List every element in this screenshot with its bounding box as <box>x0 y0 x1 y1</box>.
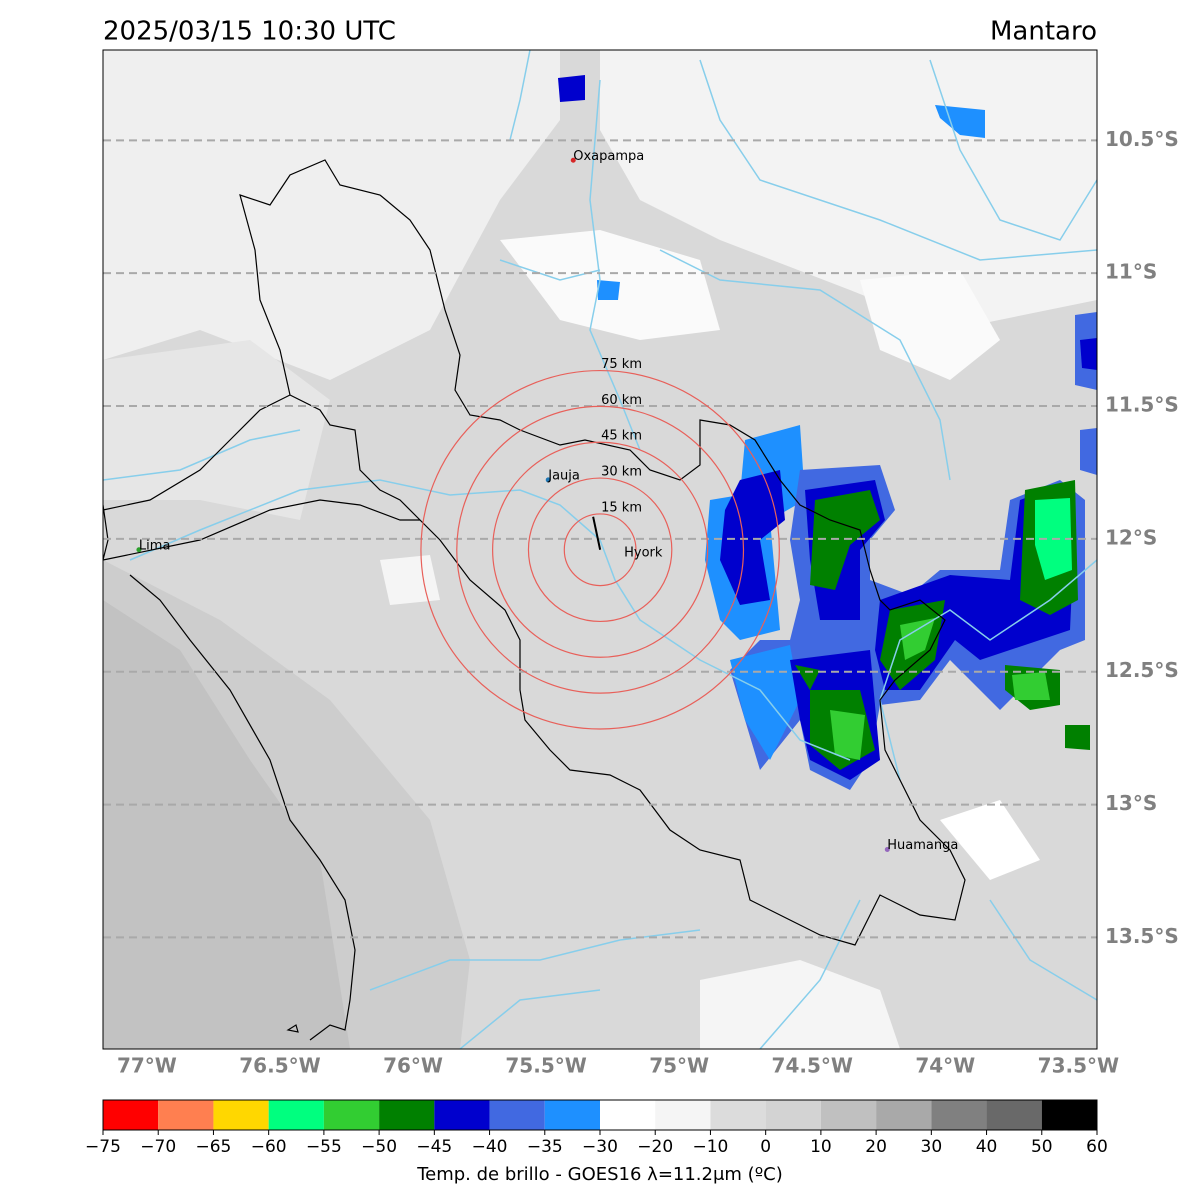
colorbar-tick-label: −35 <box>527 1137 563 1157</box>
lon-tick-label: 75.5°W <box>505 1054 586 1078</box>
lon-tick-label: 76.5°W <box>239 1054 320 1078</box>
lat-tick-label: 13°S <box>1105 791 1157 815</box>
colorbar-bin <box>544 1100 600 1130</box>
place-marker <box>570 157 576 163</box>
lat-tick-label: 12.5°S <box>1105 658 1179 682</box>
station-marker <box>592 516 602 550</box>
colorbar-tick-label: 30 <box>921 1137 943 1157</box>
place-marker <box>545 477 551 483</box>
colorbar-bin <box>876 1100 932 1130</box>
colorbar-tick-label: −60 <box>251 1137 287 1157</box>
colorbar-tick-label: 50 <box>1031 1137 1053 1157</box>
colorbar-label: Temp. de brillo - GOES16 λ=11.2μm (ºC) <box>416 1164 783 1185</box>
range-ring-label: 30 km <box>601 465 642 480</box>
range-ring <box>527 477 673 623</box>
place-label: Jauja <box>547 468 580 483</box>
colorbar-bin <box>600 1100 656 1130</box>
lat-tick-label: 12°S <box>1105 525 1157 549</box>
colorbar-bin <box>765 1100 821 1130</box>
colorbar-tick-label: −75 <box>85 1137 121 1157</box>
colorbar-tick-label: −65 <box>195 1137 231 1157</box>
title: 2025/03/15 10:30 UTC <box>103 17 396 47</box>
lon-tick-label: 73.5°W <box>1038 1054 1119 1078</box>
colorbar-bin <box>1041 1100 1097 1130</box>
lon-tick-label: 74°W <box>915 1054 975 1078</box>
colorbar-bin <box>158 1100 214 1130</box>
colorbar-bin <box>820 1100 877 1130</box>
lon-tick-label: 75°W <box>649 1054 709 1078</box>
lon-tick-label: 74.5°W <box>772 1054 853 1078</box>
colorbar-tick-label: 40 <box>976 1137 998 1157</box>
colorbar-tick-label: −10 <box>692 1137 728 1157</box>
lon-tick-label: 77°W <box>117 1054 177 1078</box>
colorbar-tick-label: 10 <box>810 1137 832 1157</box>
place-label: Lima <box>139 538 170 553</box>
place-marker <box>884 846 890 852</box>
range-ring-label: 45 km <box>601 429 642 444</box>
colorbar-tick-label: −30 <box>582 1137 618 1157</box>
colorbar-tick-label: −70 <box>140 1137 176 1157</box>
colorbar-bin <box>931 1100 987 1130</box>
range-ring-label: 60 km <box>601 393 642 408</box>
range-ring <box>420 369 780 730</box>
range-ring-label: 15 km <box>601 500 642 515</box>
region: Mantaro <box>990 17 1097 47</box>
station-label: Hyork <box>624 545 663 560</box>
colorbar-tick-label: 0 <box>760 1137 771 1157</box>
colorbar-bin <box>268 1100 324 1130</box>
range-ring <box>492 441 709 658</box>
place-label: Oxapampa <box>573 149 644 164</box>
colorbar-tick-label: −55 <box>306 1137 342 1157</box>
colorbar-tick-label: −20 <box>637 1137 673 1157</box>
colorbar-bin <box>213 1100 269 1130</box>
colorbar-bin <box>379 1100 435 1130</box>
lat-tick-label: 10.5°S <box>1105 127 1179 151</box>
colorbar-bin <box>489 1100 545 1130</box>
colorbar-tick-label: 20 <box>865 1137 887 1157</box>
lat-tick-label: 11.5°S <box>1105 393 1179 417</box>
colorbar-bin <box>710 1100 766 1130</box>
range-ring <box>563 513 637 587</box>
place-label: Huamanga <box>887 838 958 853</box>
colorbar-tick-label: −45 <box>416 1137 452 1157</box>
lon-tick-label: 76°W <box>383 1054 443 1078</box>
range-ring <box>456 405 745 694</box>
colorbar-bin <box>434 1100 490 1130</box>
colorbar-bin <box>986 1100 1042 1130</box>
lat-tick-label: 11°S <box>1105 260 1157 284</box>
colorbar-tick-label: 60 <box>1086 1137 1108 1157</box>
range-ring-label: 75 km <box>601 357 642 372</box>
colorbar-bin <box>103 1100 159 1130</box>
lat-tick-label: 13.5°S <box>1105 924 1179 948</box>
place-marker <box>136 547 142 553</box>
colorbar-bin <box>655 1100 711 1130</box>
colorbar-bin <box>323 1100 380 1130</box>
colorbar-tick-label: −40 <box>472 1137 508 1157</box>
overlay: 15 km 30 km 45 km 60 km 75 km Hyork Oxapampa Ja… <box>103 139 1097 939</box>
colorbar-tick-label: −50 <box>361 1137 397 1157</box>
map-frame <box>102 49 1098 1050</box>
